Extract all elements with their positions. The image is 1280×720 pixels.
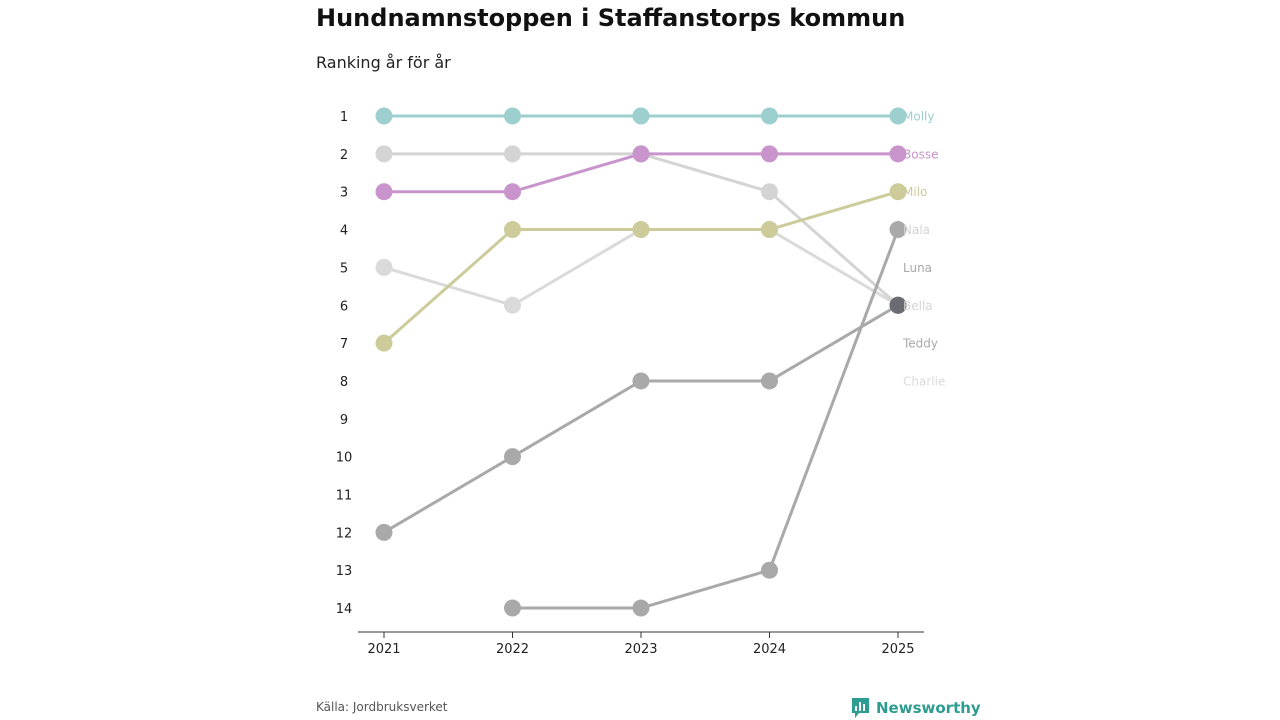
point-luna-2024 (761, 372, 778, 390)
brand-logo[interactable]: Newsworthy (851, 697, 981, 719)
end-label-molly: Molly (903, 110, 934, 124)
y-tick-label: 5 (340, 261, 348, 276)
series-lines (382, 114, 900, 610)
point-nala-2022 (504, 145, 521, 163)
point-milo-2023 (632, 221, 650, 239)
chart-subtitle: Ranking år för år (316, 53, 451, 72)
y-tick-label: 2 (340, 148, 348, 163)
point-bosse-2024 (761, 145, 778, 163)
point-nala-2021 (375, 145, 393, 163)
point-molly-2022 (504, 107, 521, 125)
series-line-charlie (382, 228, 900, 307)
y-tick-label: 4 (340, 224, 348, 239)
point-bosse-2025 (889, 145, 907, 163)
x-tick-label: 2022 (496, 642, 529, 657)
point-teddy-2022 (504, 599, 521, 617)
y-tick-label: 10 (336, 451, 353, 466)
y-tick-label: 1 (340, 110, 348, 125)
series-line-teddy (511, 228, 900, 610)
point-teddy-2024 (761, 561, 778, 579)
point-molly-2021 (375, 107, 393, 125)
point-molly-2023 (632, 107, 650, 125)
point-molly-2024 (761, 107, 778, 125)
y-tick-label: 3 (340, 186, 348, 201)
point-milo-2021 (375, 334, 393, 352)
point-milo-2024 (761, 221, 778, 239)
y-tick-label: 7 (340, 337, 348, 352)
point-luna-2022 (504, 448, 521, 466)
point-teddy-2023 (632, 599, 650, 617)
end-label-bella: Bella (903, 299, 933, 313)
newsworthy-logo-icon (852, 698, 869, 718)
brand-name: Newsworthy (876, 699, 981, 717)
series-line-luna (382, 303, 900, 534)
point-charlie-2022 (504, 296, 521, 314)
point-milo-2025 (889, 183, 907, 201)
x-axis-ticks: 2021 2022 2023 2024 2025 (367, 632, 915, 657)
series-line-milo (382, 190, 900, 345)
end-label-milo: Milo (903, 185, 927, 199)
point-milo-2022 (504, 221, 521, 239)
end-label-charlie: Charlie (903, 374, 945, 388)
point-luna-2021 (375, 523, 393, 541)
y-tick-label: 6 (340, 299, 348, 314)
x-tick-label: 2024 (753, 642, 786, 657)
point-molly-2025 (889, 107, 907, 125)
y-tick-label: 11 (336, 489, 353, 504)
y-tick-label: 13 (336, 564, 353, 579)
series-dots (375, 107, 907, 617)
y-tick-label: 12 (336, 526, 353, 541)
chart-title: Hundnamnstoppen i Staffanstorps kommun (316, 4, 906, 32)
y-tick-label: 14 (336, 602, 353, 617)
end-label-nala: Nala (903, 223, 930, 237)
end-labels: Molly Bosse Milo Nala Luna Bella Teddy Charlie (902, 110, 945, 389)
y-tick-label: 8 (340, 375, 348, 390)
point-bella-2025 (889, 296, 907, 314)
point-bosse-2022 (504, 183, 521, 201)
end-label-bosse: Bosse (903, 147, 938, 161)
x-tick-label: 2025 (881, 642, 914, 657)
x-tick-label: 2021 (367, 642, 400, 657)
point-bosse-2023 (632, 145, 650, 163)
point-charlie-2021 (375, 258, 393, 276)
end-label-luna: Luna (903, 261, 932, 275)
point-nala-2024 (761, 183, 778, 201)
point-luna-2023 (632, 372, 650, 390)
y-tick-label: 9 (340, 413, 348, 428)
source-note: Källa: Jordbruksverket (316, 700, 448, 714)
point-teddy-2025 (889, 221, 907, 239)
end-label-teddy: Teddy (902, 337, 938, 351)
point-bosse-2021 (375, 183, 393, 201)
x-tick-label: 2023 (624, 642, 657, 657)
